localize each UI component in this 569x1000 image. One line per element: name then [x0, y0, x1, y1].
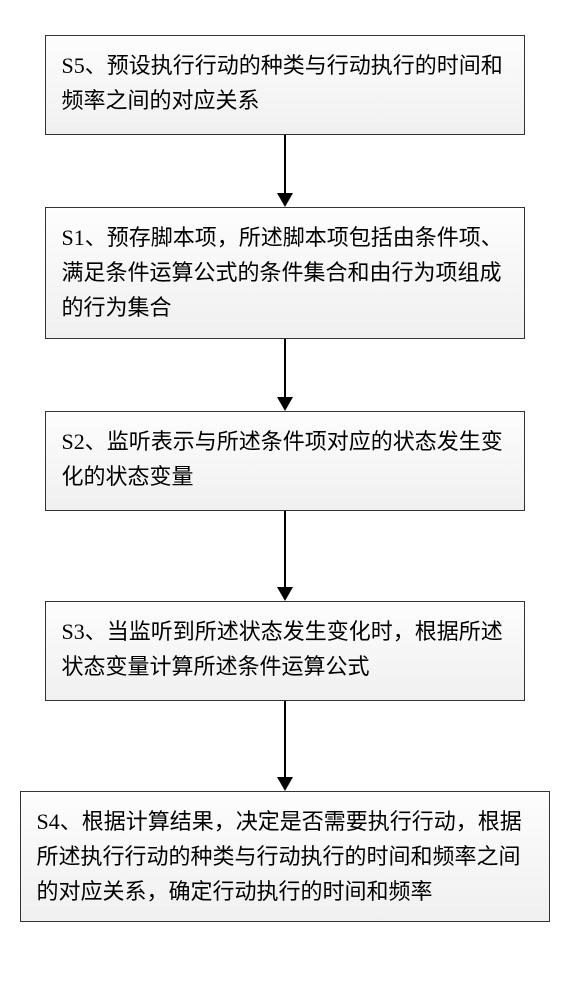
arrow-head-icon — [277, 587, 293, 601]
flowchart-node-s5: S5、预设执行行动的种类与行动执行的时间和频率之间的对应关系 — [45, 35, 525, 135]
arrow-line — [284, 135, 286, 193]
flowchart-node-s1: S1、预存脚本项，所述脚本项包括由条件项、满足条件运算公式的条件集合和由行为项组… — [45, 207, 525, 339]
arrow-head-icon — [277, 777, 293, 791]
arrow-line — [284, 701, 286, 777]
arrow-head-icon — [277, 193, 293, 207]
arrow-s3-s4 — [277, 701, 293, 791]
arrow-head-icon — [277, 397, 293, 411]
node-text: S1、预存脚本项，所述脚本项包括由条件项、满足条件运算公式的条件集合和由行为项组… — [62, 225, 503, 320]
node-text: S2、监听表示与所述条件项对应的状态发生变化的状态变量 — [62, 429, 503, 489]
arrow-s1-s2 — [277, 339, 293, 411]
arrow-line — [284, 339, 286, 397]
node-text: S5、预设执行行动的种类与行动执行的时间和频率之间的对应关系 — [62, 53, 503, 113]
flowchart-container: S5、预设执行行动的种类与行动执行的时间和频率之间的对应关系 S1、预存脚本项，… — [0, 0, 569, 922]
arrow-s5-s1 — [277, 135, 293, 207]
flowchart-node-s3: S3、当监听到所述状态发生变化时，根据所述状态变量计算所述条件运算公式 — [45, 601, 525, 701]
arrow-s2-s3 — [277, 511, 293, 601]
node-text: S4、根据计算结果，决定是否需要执行行动，根据所述执行行动的种类与行动执行的时间… — [37, 809, 522, 904]
node-text: S3、当监听到所述状态发生变化时，根据所述状态变量计算所述条件运算公式 — [62, 619, 503, 679]
flowchart-node-s4: S4、根据计算结果，决定是否需要执行行动，根据所述执行行动的种类与行动执行的时间… — [20, 791, 550, 923]
arrow-line — [284, 511, 286, 587]
flowchart-node-s2: S2、监听表示与所述条件项对应的状态发生变化的状态变量 — [45, 411, 525, 511]
